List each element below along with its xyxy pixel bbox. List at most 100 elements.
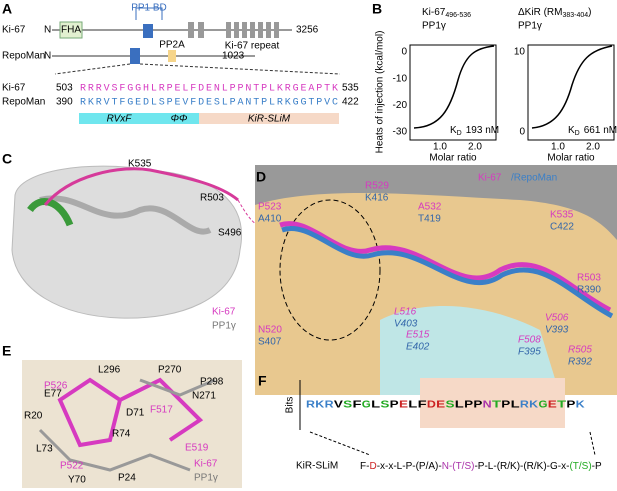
x-tick-label: 2.0 xyxy=(586,142,600,153)
motif-part: F- xyxy=(360,461,369,472)
zoom-line xyxy=(139,63,341,75)
label: FHA xyxy=(61,25,81,36)
kd-value: 193 nM xyxy=(466,125,499,136)
ki67-tail xyxy=(237,199,257,225)
y-tick-label: -30 xyxy=(393,127,408,138)
pp1bd-bracket xyxy=(135,7,163,20)
repoman-residue: V393 xyxy=(545,325,569,336)
green-helix xyxy=(27,198,74,227)
title: Ki-67 xyxy=(422,7,446,18)
logo-letter: E xyxy=(436,400,445,411)
ki67-residue: P523 xyxy=(258,202,282,213)
logo-letter: R xyxy=(306,400,316,411)
kd-label: KD 661 nM xyxy=(568,125,617,137)
logo-letter: G xyxy=(539,400,548,411)
repoman-residue: V403 xyxy=(394,319,418,330)
fha-domain xyxy=(59,21,83,39)
sequence: RKRVTFGEDLSPEVFDESLPANTPLRKGGTPVC xyxy=(80,98,338,109)
repoman-residue: F395 xyxy=(518,347,541,358)
logo-letter: S xyxy=(343,400,352,411)
logo-letter: E xyxy=(548,400,557,411)
label: Ki-67 repeat xyxy=(225,41,280,52)
pp1-residue: Y70 xyxy=(68,475,86,486)
y-axis-label: Heats of injection (kcal/mol) xyxy=(375,31,386,154)
title-sub: 496-536 xyxy=(445,12,471,19)
seq-start: 390 xyxy=(56,97,73,108)
logo-letter: T xyxy=(557,400,566,411)
zoom-line xyxy=(54,63,131,75)
legend-entry: Ki-67 xyxy=(212,307,236,318)
pp1-helix xyxy=(39,195,212,235)
kd-value: 661 nM xyxy=(584,125,617,136)
title: ΔKiR (RM xyxy=(518,7,562,18)
pp1-residue: L73 xyxy=(36,444,53,455)
x-tick-label: 1.0 xyxy=(433,142,447,153)
ki67-stick xyxy=(279,221,612,313)
motif-part: -P-L-(R/K)-(R/K)-G-x- xyxy=(474,461,569,472)
pp1-residue: P270 xyxy=(158,365,182,376)
kd-sub: D xyxy=(575,130,580,137)
ki67-residue: E519 xyxy=(185,443,209,454)
seq-name: Ki-67 xyxy=(2,83,26,94)
motif-name: KiR-SLiM xyxy=(296,461,338,472)
e-bg xyxy=(22,360,242,488)
residue-label: R503 xyxy=(200,193,224,204)
ki67-residue: F517 xyxy=(150,405,173,416)
seq-start: 503 xyxy=(56,83,73,94)
panel-label: D xyxy=(256,169,266,185)
repoman-stick xyxy=(281,226,614,319)
x-tick-label: 1.0 xyxy=(551,142,565,153)
pp1-residue: L296 xyxy=(98,365,121,376)
y-tick-label: -10 xyxy=(393,73,408,84)
label: PP2A xyxy=(159,40,185,51)
kir-box xyxy=(130,48,140,64)
motif: F-D-x-x-L-P-(P/A)-N-(T/S)-P-L-(R/K)-(R/K… xyxy=(360,461,602,472)
logo-letter: P xyxy=(501,400,510,411)
seq-end: 422 xyxy=(342,97,359,108)
repoman-residue: C422 xyxy=(550,222,574,233)
y-tick-label: 0 xyxy=(519,127,525,138)
ki67-residue: N520 xyxy=(258,325,282,336)
x-tick-label: 2.0 xyxy=(468,142,482,153)
label: N xyxy=(44,51,51,62)
itc-fit xyxy=(413,45,495,129)
domain xyxy=(198,22,204,38)
motif-part: N-(T/S) xyxy=(442,461,475,472)
panel-label: C xyxy=(2,151,12,167)
itc-frame xyxy=(527,44,615,141)
logo-letter: R xyxy=(325,400,335,411)
logo-letter: L xyxy=(371,400,380,411)
kd-label: KD 193 nM xyxy=(450,125,499,137)
ki67-residue: V506 xyxy=(545,313,569,324)
logo-letter: P xyxy=(566,400,575,411)
motif-label: KiR-SLiM xyxy=(248,114,291,125)
pp2a-box xyxy=(168,50,176,62)
y-tick-label: -20 xyxy=(393,100,408,111)
logo-letter: E xyxy=(399,400,408,411)
logo-letter: T xyxy=(492,400,501,411)
ki67-residue: L516 xyxy=(394,307,417,318)
itc-frame xyxy=(409,44,497,141)
pp1-residue: D71 xyxy=(126,408,145,419)
surface-cyan xyxy=(380,306,560,395)
label: PP1 BD xyxy=(131,3,167,14)
logo-letter: S xyxy=(380,400,389,411)
label: N xyxy=(44,25,51,36)
pp1-surface xyxy=(11,165,242,319)
motif-part: D xyxy=(369,461,376,472)
kd: K xyxy=(450,125,457,136)
panel-label: B xyxy=(372,1,382,17)
ki67-residue: K535 xyxy=(550,210,574,221)
title-sub: 383-404 xyxy=(562,12,588,19)
ki67-residue: R503 xyxy=(577,273,601,284)
f-connector xyxy=(589,431,596,456)
y-tick-label: 0 xyxy=(401,47,407,58)
title-end: ) xyxy=(588,7,591,18)
kd-sub: D xyxy=(457,130,462,137)
plot-subtitle: PP1γ xyxy=(422,21,446,32)
logo-letter: K xyxy=(576,400,586,411)
e-ki67-stick xyxy=(57,377,204,448)
x-axis-label: Molar ratio xyxy=(429,153,477,164)
logo-letter: D xyxy=(427,400,436,411)
